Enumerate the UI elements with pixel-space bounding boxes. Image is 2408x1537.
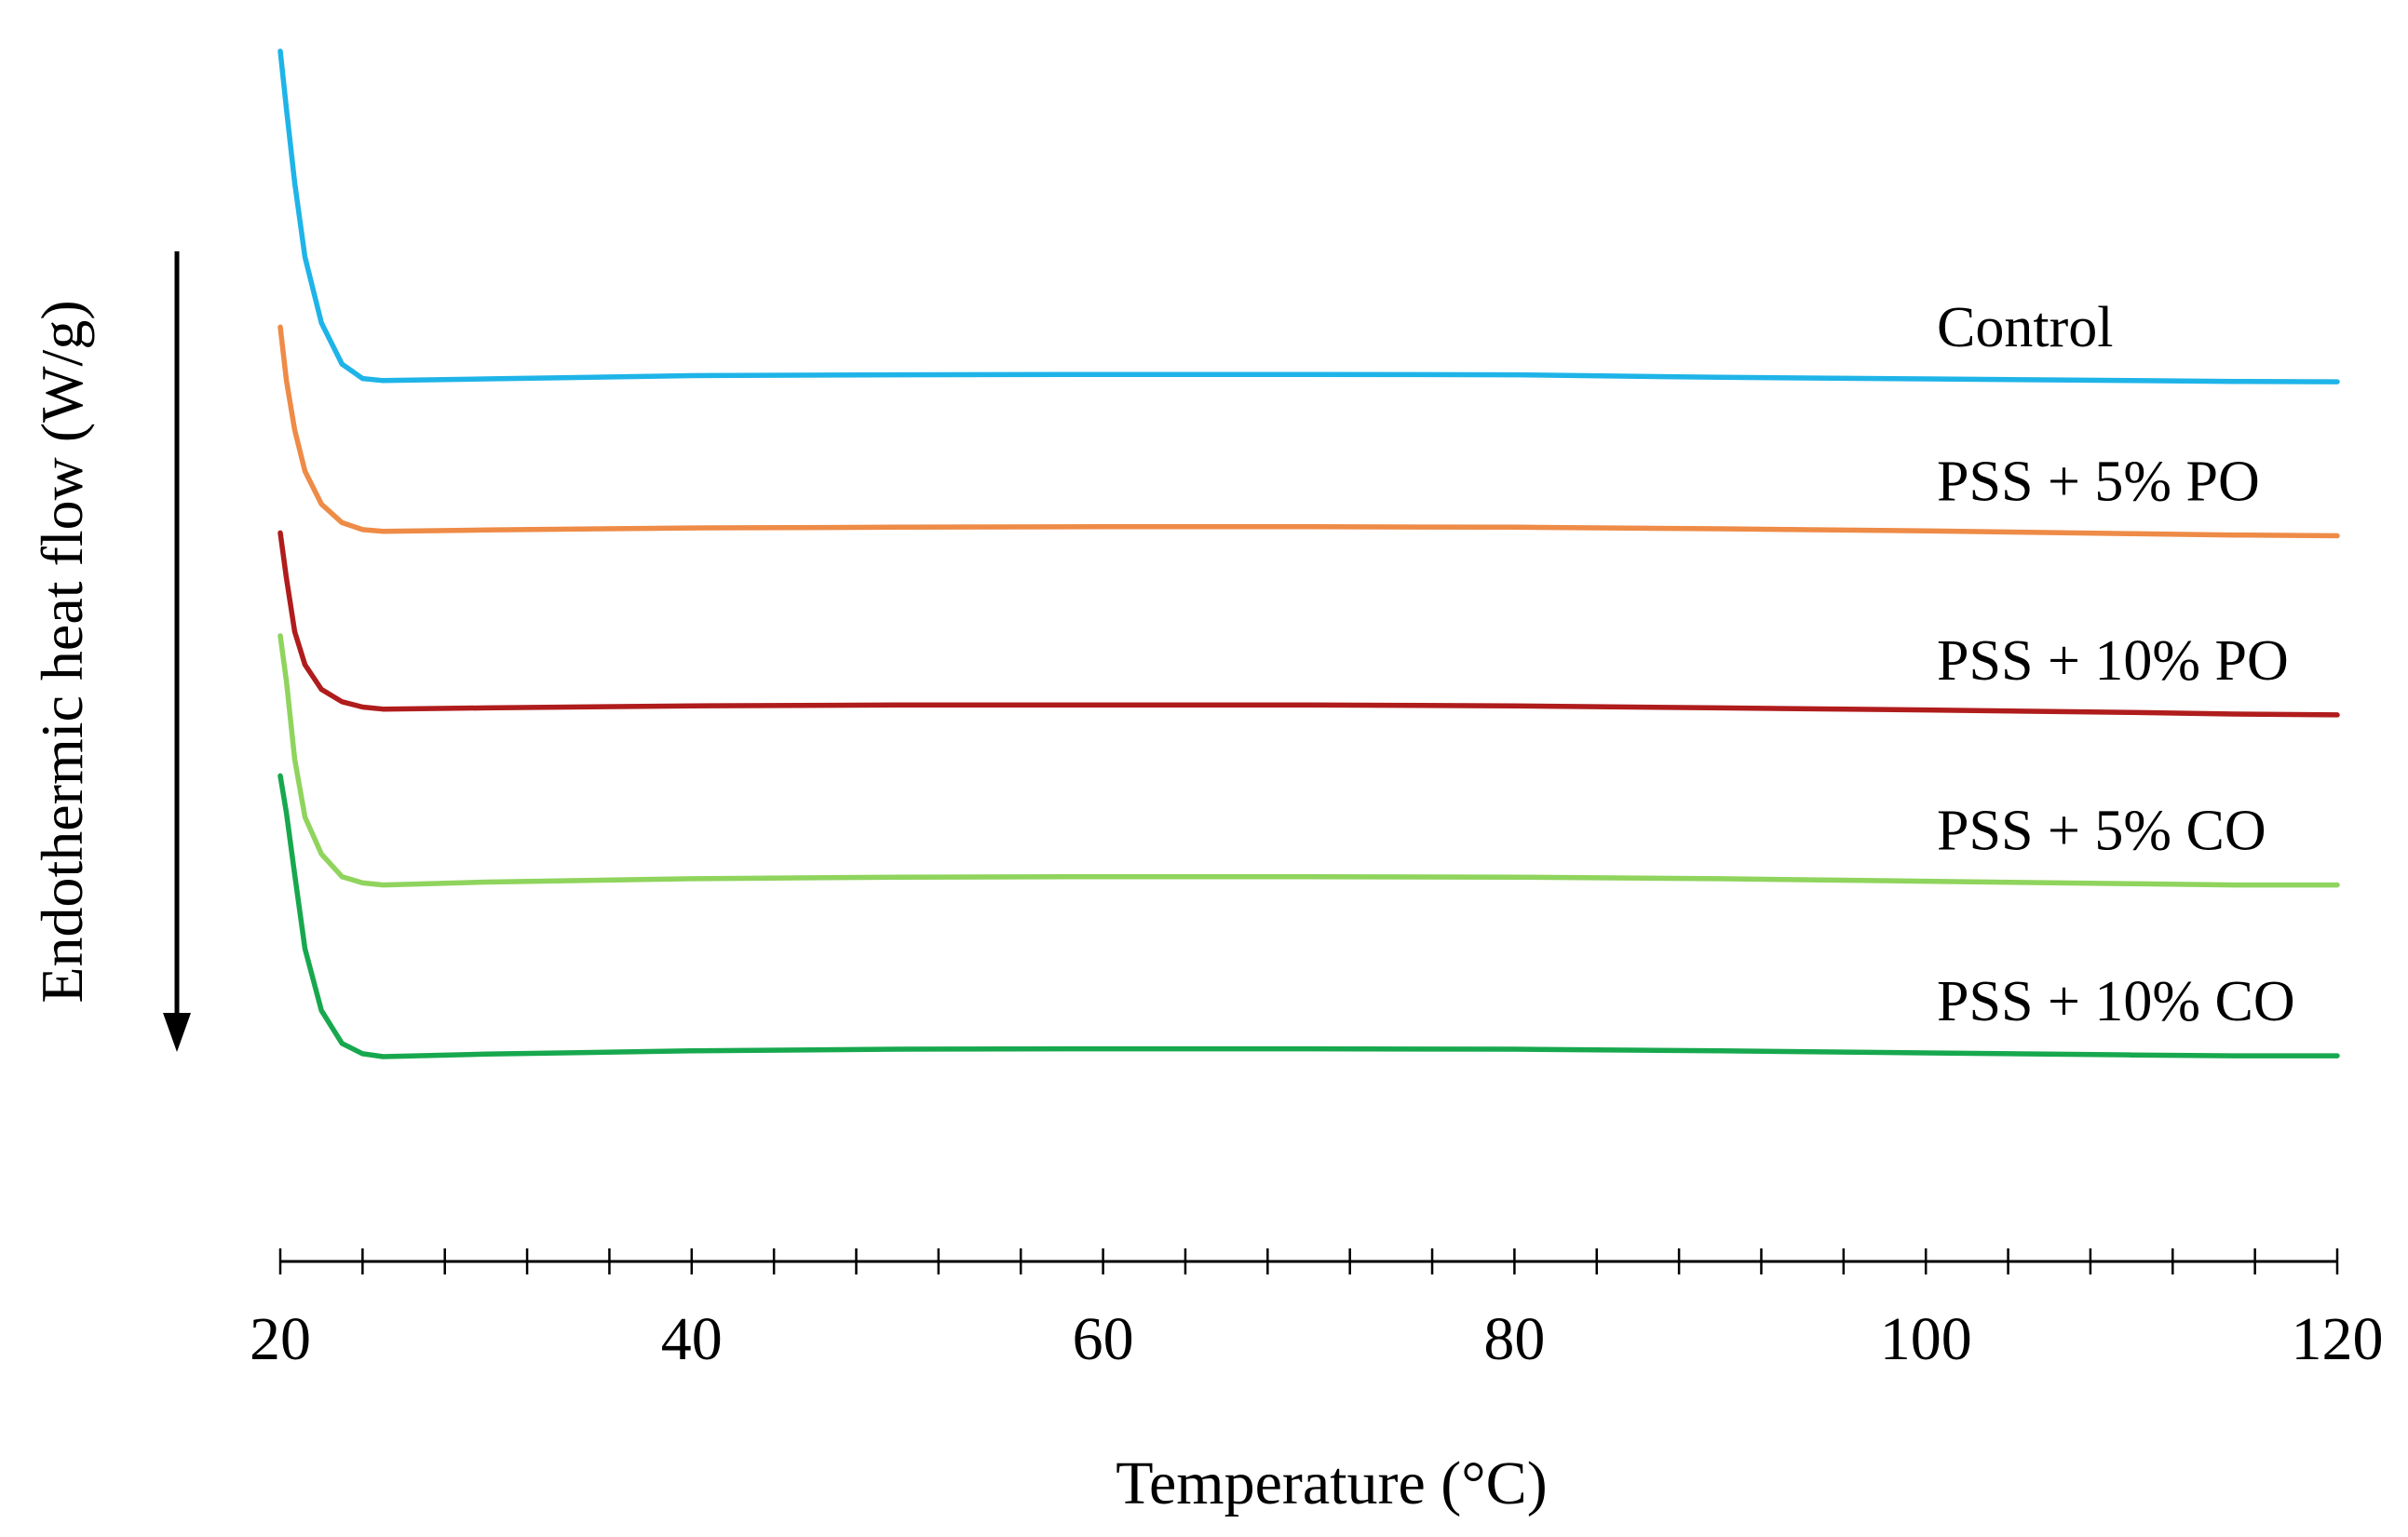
x-tick-label: 120	[2292, 1305, 2384, 1373]
arrow-layer	[163, 251, 191, 1052]
series-line-2	[277, 530, 2340, 718]
series-line-0	[277, 48, 2340, 384]
x-axis-title: Temperature (°C)	[1116, 1449, 1547, 1517]
y-direction-arrow-head	[163, 1013, 191, 1052]
x-tick-label: 100	[1880, 1305, 1972, 1373]
series-label-1: PSS + 5% PO	[1937, 451, 2260, 514]
y-axis-title: Endothermic heat flow (W/g)	[29, 300, 95, 1003]
series-line-3	[277, 633, 2340, 888]
series-line-4	[277, 773, 2340, 1059]
axis-layer: 20 40 60 80 100 120	[250, 1248, 2384, 1373]
series-line-1	[277, 324, 2340, 539]
label-layer: Control PSS + 5% PO PSS + 10% PO PSS + 5% C…	[1937, 296, 2295, 1033]
series-label-2: PSS + 10% PO	[1937, 629, 2289, 693]
x-tick-label: 60	[1073, 1305, 1134, 1373]
series-layer	[277, 48, 2340, 1059]
series-label-0: Control	[1937, 296, 2113, 359]
series-label-4: PSS + 10% CO	[1937, 970, 2295, 1033]
series-label-3: PSS + 5% CO	[1937, 800, 2266, 863]
x-tick-label: 20	[250, 1305, 311, 1373]
x-tick-label: 80	[1483, 1305, 1545, 1373]
x-tick-label: 40	[661, 1305, 723, 1373]
